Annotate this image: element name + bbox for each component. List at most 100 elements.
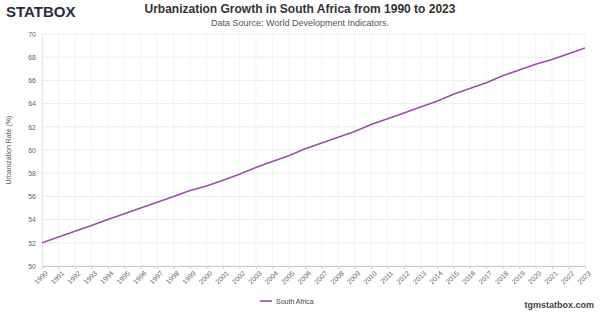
y-tick-label: 54 <box>28 216 36 223</box>
x-tick: 2003 <box>247 266 263 285</box>
grid-line-x <box>453 34 454 266</box>
x-tick: 2015 <box>444 266 460 285</box>
x-tick: 2016 <box>461 266 477 285</box>
x-tick-mark <box>108 266 109 269</box>
footer-site: tgmstatbox.com <box>524 300 594 310</box>
x-tick: 2020 <box>527 266 543 285</box>
grid-line-x <box>469 34 470 266</box>
x-tick-label: 1991 <box>49 269 65 285</box>
logo: STATBOX <box>6 3 75 20</box>
x-tick-mark <box>322 266 323 269</box>
x-tick-mark <box>305 266 306 269</box>
grid-line-x <box>288 34 289 266</box>
x-tick-mark <box>552 266 553 269</box>
grid-line-x <box>272 34 273 266</box>
x-tick-label: 1999 <box>181 269 197 285</box>
x-tick: 2004 <box>263 266 279 285</box>
legend: South Africa <box>260 298 314 305</box>
x-tick-mark <box>503 266 504 269</box>
grid-line-y <box>42 242 585 243</box>
x-tick-mark <box>388 266 389 269</box>
x-tick-label: 2007 <box>313 269 329 285</box>
x-tick-mark <box>371 266 372 269</box>
grid-line-x <box>91 34 92 266</box>
grid-line-y <box>42 57 585 58</box>
grid-line-x <box>354 34 355 266</box>
x-tick-mark <box>453 266 454 269</box>
grid-line-y <box>42 150 585 151</box>
grid-line-x <box>255 34 256 266</box>
y-tick: 62 <box>28 124 42 131</box>
grid-line-x <box>552 34 553 266</box>
x-tick: 2010 <box>362 266 378 285</box>
grid-line-x <box>173 34 174 266</box>
x-tick: 2006 <box>296 266 312 285</box>
y-tick: 58 <box>28 170 42 177</box>
y-tick: 66 <box>28 77 42 84</box>
x-tick-mark <box>437 266 438 269</box>
x-tick: 2013 <box>411 266 427 285</box>
plot-area <box>42 48 585 243</box>
x-tick: 2021 <box>543 266 559 285</box>
grid <box>42 34 585 266</box>
grid-line-y <box>42 34 585 35</box>
x-tick-label: 2014 <box>428 269 444 285</box>
grid-line-y <box>42 219 585 220</box>
x-tick: 1993 <box>82 266 98 285</box>
x-tick-label: 2002 <box>230 269 246 285</box>
grid-line-x <box>107 34 108 266</box>
x-tick-label: 2008 <box>329 269 345 285</box>
y-tick: 70 <box>28 31 42 38</box>
x-tick-label: 2004 <box>263 269 279 285</box>
grid-line-x <box>404 34 405 266</box>
x-tick-mark <box>585 266 586 269</box>
legend-swatch <box>260 300 272 302</box>
x-tick: 2008 <box>329 266 345 285</box>
grid-line-y <box>42 126 585 127</box>
x-tick: 2022 <box>560 266 576 285</box>
x-tick: 2018 <box>494 266 510 285</box>
x-tick: 1992 <box>66 266 82 285</box>
y-tick-label: 58 <box>28 170 36 177</box>
x-tick-mark <box>355 266 356 269</box>
x-tick-label: 2017 <box>477 269 493 285</box>
grid-line-y <box>42 173 585 174</box>
grid-line-x <box>436 34 437 266</box>
x-tick-label: 1993 <box>82 269 98 285</box>
y-tick-label: 64 <box>28 100 36 107</box>
x-tick-label: 2000 <box>198 269 214 285</box>
x-tick-mark <box>141 266 142 269</box>
grid-line-x <box>190 34 191 266</box>
x-tick-mark <box>223 266 224 269</box>
x-tick-mark <box>124 266 125 269</box>
x-tick: 1995 <box>115 266 131 285</box>
x-tick-label: 2001 <box>214 269 230 285</box>
x-tick: 2009 <box>346 266 362 285</box>
x-tick: 1994 <box>99 266 115 285</box>
grid-line-x <box>239 34 240 266</box>
x-tick-label: 2020 <box>527 269 543 285</box>
grid-line-x <box>535 34 536 266</box>
x-tick-mark <box>289 266 290 269</box>
x-tick: 2001 <box>214 266 230 285</box>
x-tick-label: 2005 <box>280 269 296 285</box>
x-tick-label: 2019 <box>510 269 526 285</box>
x-tick-label: 2009 <box>346 269 362 285</box>
x-tick: 1997 <box>148 266 164 285</box>
grid-line-x <box>502 34 503 266</box>
x-tick-label: 2006 <box>296 269 312 285</box>
x-tick-label: 2013 <box>411 269 427 285</box>
x-axis: 1990199119921993199419951996199719981999… <box>33 266 592 285</box>
grid-line-x <box>206 34 207 266</box>
x-tick: 2007 <box>313 266 329 285</box>
grid-line-x <box>420 34 421 266</box>
x-tick-label: 2021 <box>543 269 559 285</box>
x-tick-mark <box>91 266 92 269</box>
series-line <box>42 48 585 243</box>
x-tick-mark <box>404 266 405 269</box>
grid-line-x <box>58 34 59 266</box>
y-tick-label: 62 <box>28 124 36 131</box>
x-tick-label: 2023 <box>576 269 592 285</box>
x-tick-label: 2003 <box>247 269 263 285</box>
x-tick-label: 1990 <box>33 269 49 285</box>
